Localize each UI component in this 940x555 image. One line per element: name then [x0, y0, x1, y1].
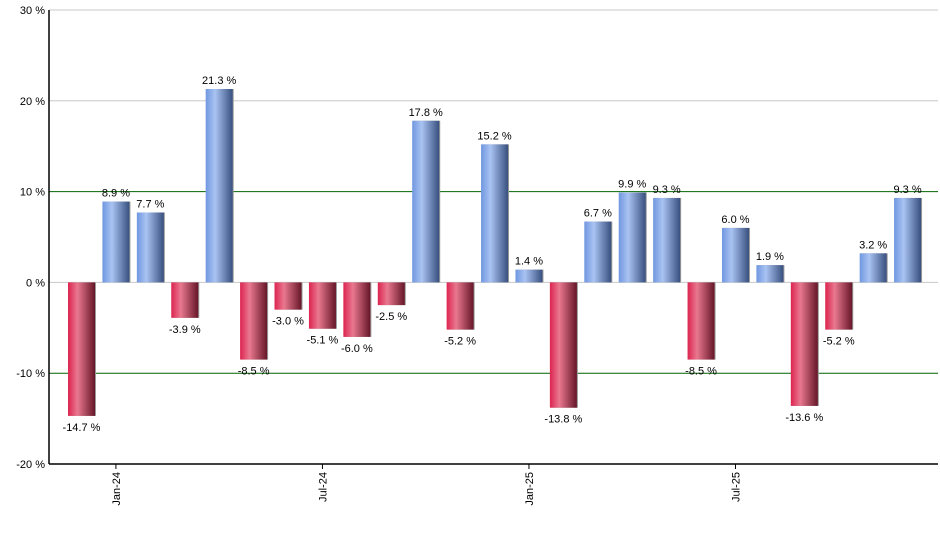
data-label: -3.0 %	[272, 316, 304, 328]
data-label: -13.6 %	[785, 412, 823, 424]
bar	[240, 282, 268, 360]
axes: 30 % 20 % 10 % 0 % -10 % -20 % Jan-24 Jul-24 Jan…	[16, 5, 938, 506]
bar	[481, 144, 509, 283]
data-label: 9.9 %	[618, 179, 646, 191]
x-tick-label: Jul-24	[317, 472, 329, 502]
y-tick-label: 0 %	[26, 277, 45, 289]
data-label: -14.7 %	[63, 422, 101, 434]
bar	[68, 282, 95, 416]
data-label: 1.4 %	[515, 256, 543, 268]
data-label: -5.2 %	[444, 336, 476, 348]
bar	[653, 197, 681, 283]
bar	[274, 282, 302, 310]
y-tick-label: -20 %	[16, 459, 45, 471]
data-label: 6.0 %	[721, 214, 749, 226]
data-label: 8.9 %	[102, 188, 130, 200]
bar	[308, 282, 336, 329]
bar	[549, 282, 577, 408]
data-labels: -14.7 % 8.9 % 7.7 % -3.9 % 21.3 % -8.5 % -3.0 …	[63, 75, 922, 434]
bar	[205, 88, 233, 283]
bar	[618, 192, 646, 283]
y-tick-label: -10 %	[16, 368, 45, 380]
data-label: -5.1 %	[307, 335, 339, 347]
bar	[584, 221, 612, 283]
data-label: -8.5 %	[238, 366, 270, 378]
bar	[343, 282, 371, 337]
data-label: -6.0 %	[341, 343, 373, 355]
y-tick-label: 10 %	[20, 187, 45, 199]
x-tick-label: Jan-25	[524, 472, 536, 506]
bar	[102, 201, 130, 283]
data-label: 6.7 %	[584, 208, 612, 220]
data-label: 15.2 %	[477, 130, 511, 142]
bar	[515, 269, 543, 283]
bar	[171, 282, 199, 318]
data-label: 7.7 %	[136, 198, 164, 210]
data-label: 3.2 %	[859, 239, 887, 251]
data-label: -2.5 %	[375, 311, 407, 323]
y-tick-label: 20 %	[20, 96, 45, 108]
y-tick-label: 30 %	[20, 5, 45, 17]
bar	[687, 282, 715, 360]
x-tick-label: Jul-25	[730, 472, 742, 502]
data-label: 9.3 %	[653, 184, 681, 196]
bar	[446, 282, 474, 330]
x-tick-label: Jan-24	[111, 472, 123, 506]
bar	[825, 282, 853, 330]
bar	[377, 282, 405, 306]
bar	[412, 120, 440, 283]
data-label: 9.3 %	[894, 184, 922, 196]
data-label: -13.8 %	[544, 414, 582, 426]
bar	[790, 282, 818, 406]
data-label: 21.3 %	[202, 75, 236, 87]
bar	[894, 197, 922, 283]
bars	[68, 88, 923, 416]
bar	[721, 227, 749, 283]
data-label: -3.9 %	[169, 324, 201, 336]
data-label: -5.2 %	[823, 336, 855, 348]
data-label: -8.5 %	[685, 366, 717, 378]
data-label: 17.8 %	[409, 107, 443, 119]
bar	[859, 253, 887, 283]
bar	[756, 265, 784, 283]
bar	[136, 212, 164, 283]
data-label: 1.9 %	[756, 251, 784, 263]
